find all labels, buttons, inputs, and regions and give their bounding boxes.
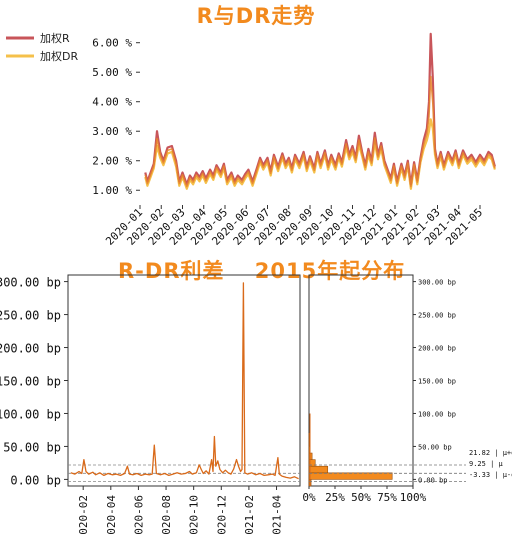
reference-line-label: 21.82 | μ+σ [469, 449, 512, 457]
legend-label: 加权DR [40, 50, 78, 63]
y-tick-label: 300.00 bp [0, 276, 61, 290]
histogram-bar [308, 465, 329, 474]
chart-title-top: R与DR走势 [196, 4, 316, 28]
y-tick-label: 0.00 bp [10, 473, 61, 487]
x-tick-label: 2020-04 [105, 495, 118, 535]
y-tick-label: 0.00 bp [418, 476, 448, 484]
y-tick-label: 50.00 bp [418, 443, 452, 451]
plot-frame [308, 274, 414, 487]
y-tick-label: 250.00 bp [0, 309, 61, 323]
x-tick-label: 2020-12 [215, 495, 228, 535]
y-tick-label: 4.00 % [92, 96, 132, 109]
y-tick-label: 200.00 bp [0, 342, 61, 356]
x-tick-label: 2021-04 [271, 495, 284, 535]
y-tick-label: 250.00 bp [418, 312, 456, 320]
chart-title-bottom: R-DR利差 2015年起分布 [118, 259, 406, 283]
spread-line [70, 282, 299, 480]
x-tick-label: 25% [325, 491, 345, 504]
histogram-bar [308, 472, 393, 480]
x-tick-label: 50% [351, 491, 371, 504]
y-tick-label: 300.00 bp [418, 279, 456, 287]
x-tick-label: 2020-06 [132, 495, 145, 535]
x-tick-label: 2020-10 [188, 495, 201, 535]
y-tick-label: 1.00 % [92, 184, 132, 197]
x-tick-label: 75% [377, 491, 397, 504]
y-tick-label: 150.00 bp [0, 375, 61, 389]
series-blend-line [144, 75, 496, 188]
y-tick-label: 50.00 bp [3, 440, 61, 454]
series-line-r [144, 32, 496, 186]
y-tick-label: 5.00 % [92, 66, 132, 79]
reference-line-label: 9.25 | μ [469, 460, 504, 468]
x-tick-label: 100% [400, 491, 427, 504]
x-tick-label: 2021-02 [243, 495, 256, 535]
histogram-bar [308, 439, 310, 447]
y-tick-label: 100.00 bp [418, 410, 456, 418]
histogram-bar [308, 452, 313, 460]
y-tick-label: 150.00 bp [418, 378, 456, 386]
reference-line-label: -3.33 | μ-σ [469, 471, 512, 479]
y-tick-label: 6.00 % [92, 37, 132, 50]
y-tick-label: 100.00 bp [0, 407, 61, 421]
series-line-dr [144, 118, 496, 190]
x-tick-label: 2020-08 [160, 495, 173, 535]
y-tick-label: 2.00 % [92, 155, 132, 168]
legend-label: 加权R [40, 32, 70, 45]
y-tick-label: 3.00 % [92, 125, 132, 138]
x-tick-label: 0% [302, 491, 316, 504]
y-tick-label: 200.00 bp [418, 345, 456, 353]
x-tick-label: 2020-02 [77, 495, 90, 535]
plot-frame [67, 274, 301, 487]
histogram-bar [308, 432, 310, 441]
